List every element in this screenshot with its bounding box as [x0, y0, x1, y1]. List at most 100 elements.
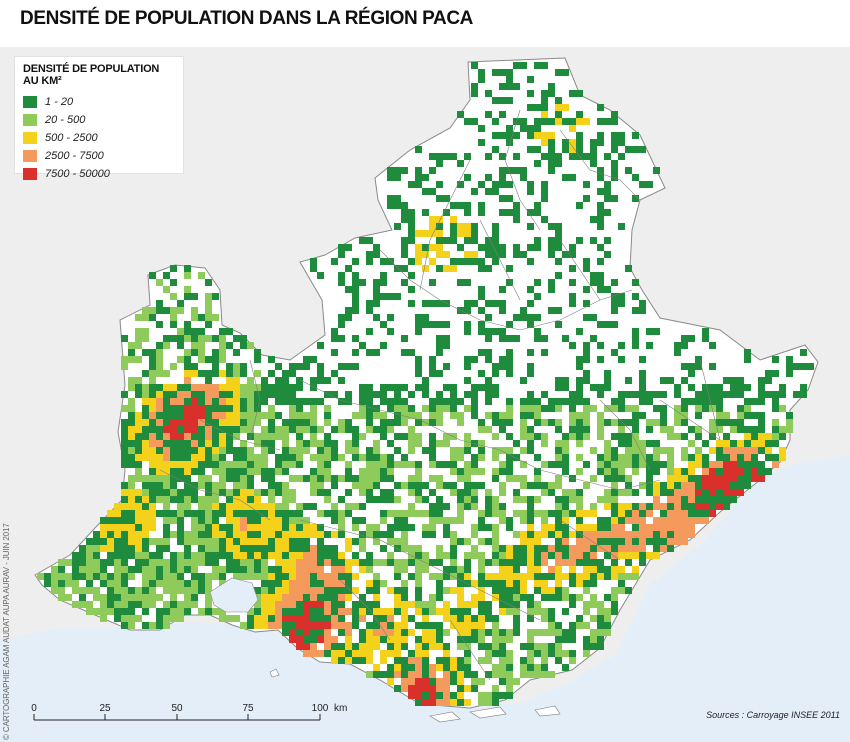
density-cell [331, 608, 338, 615]
density-cell [492, 468, 499, 475]
density-cell [737, 482, 744, 489]
density-cell [352, 608, 359, 615]
density-cell [394, 293, 401, 300]
density-cell [667, 475, 674, 482]
density-cell [149, 538, 156, 545]
density-cell [128, 538, 135, 545]
density-cell [275, 391, 282, 398]
density-cell [415, 573, 422, 580]
density-cell [331, 622, 338, 629]
density-cell [597, 643, 604, 650]
density-cell [632, 307, 639, 314]
density-cell [583, 559, 590, 566]
density-cell [695, 475, 702, 482]
density-cell [408, 272, 415, 279]
density-cell [457, 622, 464, 629]
density-cell [107, 538, 114, 545]
density-cell [317, 566, 324, 573]
density-cell [695, 496, 702, 503]
density-cell [86, 601, 93, 608]
density-cell [527, 426, 534, 433]
density-cell [436, 573, 443, 580]
density-cell [611, 419, 618, 426]
density-cell [296, 447, 303, 454]
density-cell [583, 552, 590, 559]
density-cell [688, 517, 695, 524]
density-cell [184, 426, 191, 433]
density-cell [394, 622, 401, 629]
density-cell [534, 398, 541, 405]
density-cell [226, 405, 233, 412]
density-cell [485, 615, 492, 622]
density-cell [499, 174, 506, 181]
density-cell [716, 461, 723, 468]
legend-item: 7500 - 50000 [23, 165, 175, 183]
density-cell [576, 384, 583, 391]
density-cell [401, 244, 408, 251]
density-cell [751, 454, 758, 461]
density-cell [268, 545, 275, 552]
density-cell [576, 580, 583, 587]
density-cell [674, 384, 681, 391]
density-cell [639, 377, 646, 384]
density-cell [191, 342, 198, 349]
density-cell [478, 622, 485, 629]
density-cell [303, 363, 310, 370]
density-cell [247, 405, 254, 412]
density-cell [583, 370, 590, 377]
density-cell [324, 601, 331, 608]
density-cell [219, 433, 226, 440]
density-cell [604, 370, 611, 377]
density-cell [611, 321, 618, 328]
density-cell [142, 307, 149, 314]
density-cell [163, 545, 170, 552]
density-cell [457, 594, 464, 601]
density-cell [163, 622, 170, 629]
density-cell [478, 559, 485, 566]
density-cell [289, 636, 296, 643]
density-cell [219, 524, 226, 531]
density-cell [772, 370, 779, 377]
density-cell [548, 83, 555, 90]
density-cell [576, 118, 583, 125]
density-cell [93, 608, 100, 615]
density-cell [443, 573, 450, 580]
density-cell [499, 83, 506, 90]
density-cell [422, 664, 429, 671]
density-cell [541, 195, 548, 202]
density-cell [646, 552, 653, 559]
density-cell [443, 398, 450, 405]
density-cell [506, 692, 513, 699]
density-cell [478, 349, 485, 356]
density-cell [310, 545, 317, 552]
density-cell [457, 230, 464, 237]
density-cell [205, 517, 212, 524]
density-cell [373, 447, 380, 454]
density-cell [730, 468, 737, 475]
density-cell [170, 265, 177, 272]
density-cell [415, 174, 422, 181]
density-cell [492, 559, 499, 566]
density-cell [674, 510, 681, 517]
density-cell [177, 384, 184, 391]
density-cell [121, 622, 128, 629]
density-cell [555, 244, 562, 251]
density-cell [681, 335, 688, 342]
density-cell [268, 391, 275, 398]
density-cell [44, 580, 51, 587]
density-cell [499, 650, 506, 657]
density-cell [128, 426, 135, 433]
density-cell [149, 349, 156, 356]
density-cell [128, 398, 135, 405]
density-cell [93, 538, 100, 545]
density-cell [443, 643, 450, 650]
density-cell [429, 643, 436, 650]
density-cell [324, 510, 331, 517]
density-cell [625, 167, 632, 174]
density-cell [604, 573, 611, 580]
density-cell [163, 524, 170, 531]
density-cell [387, 258, 394, 265]
density-cell [632, 335, 639, 342]
density-cell [534, 482, 541, 489]
density-cell [387, 384, 394, 391]
